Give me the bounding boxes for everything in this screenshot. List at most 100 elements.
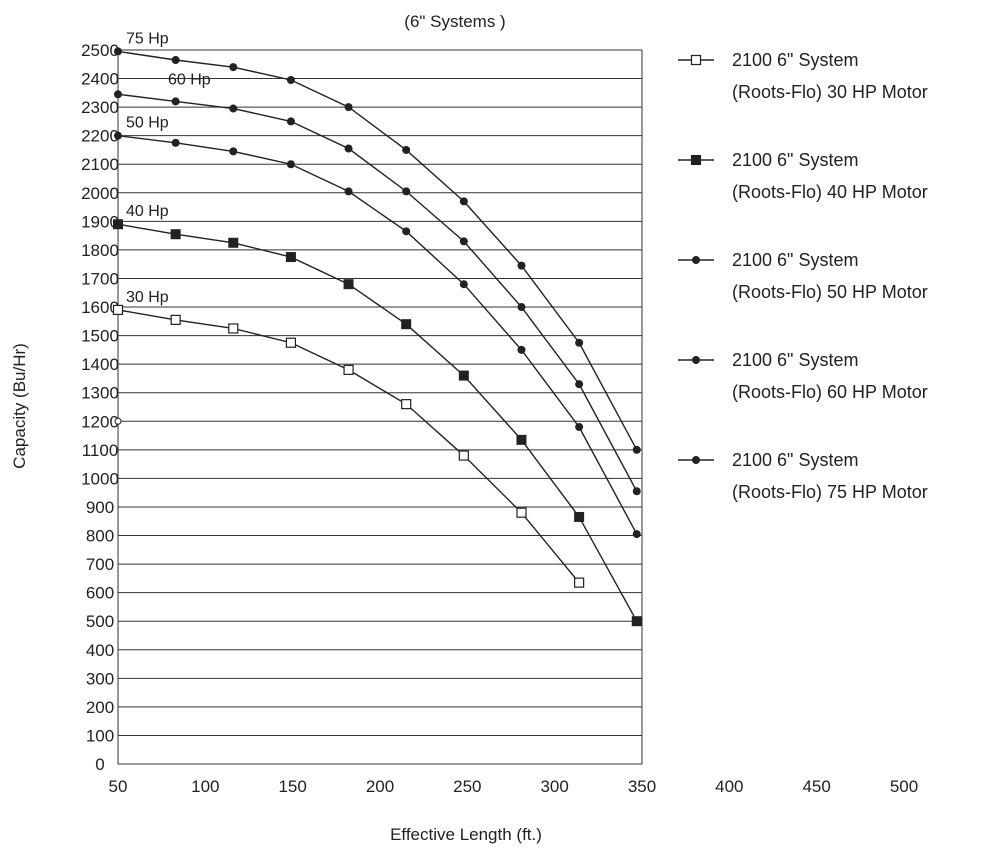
- series-point: [401, 399, 412, 410]
- series-group: 50 Hp: [114, 115, 641, 539]
- y-tick-label: 1000: [81, 469, 119, 488]
- legend-swatch-marker: [691, 155, 701, 165]
- curve-label: 40 Hp: [126, 203, 169, 220]
- series-point: [229, 63, 238, 72]
- y-tick-label: 1800: [81, 241, 119, 260]
- series-point: [228, 323, 239, 334]
- series-point: [632, 445, 641, 454]
- y-tick-label: 2100: [81, 155, 119, 174]
- series-point: [459, 237, 468, 246]
- legend-item: 2100 6" System (Roots-Flo) 30 HP Motor: [678, 50, 928, 102]
- series-point: [171, 55, 180, 64]
- series-point: [402, 187, 411, 196]
- series-point: [575, 380, 584, 389]
- legend-label-line2: (Roots-Flo) 50 HP Motor: [732, 282, 928, 302]
- series-point: [113, 219, 123, 230]
- series-point: [459, 197, 468, 206]
- series-point: [401, 319, 412, 330]
- y-tick-label: 400: [86, 641, 114, 660]
- series-point: [402, 227, 411, 236]
- y-tick-label: 0: [95, 755, 104, 774]
- series-point: [285, 252, 296, 263]
- series-point: [632, 530, 641, 539]
- x-tick-label: 500: [890, 777, 918, 796]
- x-tick-labels: 50 100 150 200 250 300 350 400 450 500: [109, 777, 919, 796]
- legend-item: 2100 6" System (Roots-Flo) 75 HP Motor: [678, 450, 928, 502]
- x-tick-label: 50: [109, 777, 128, 796]
- y-tick-label: 500: [86, 612, 114, 631]
- y-tick-label: 2500: [81, 41, 119, 60]
- x-tick-label: 300: [540, 777, 568, 796]
- y-tick-label: 100: [86, 726, 114, 745]
- x-tick-label: 250: [453, 777, 481, 796]
- y-tick-label: 300: [86, 669, 114, 688]
- series-point: [574, 577, 585, 588]
- grid-lines: [117, 49, 643, 765]
- series-line: [117, 309, 580, 584]
- series-point: [170, 314, 181, 325]
- legend-label-line1: 2100 6" System: [732, 50, 858, 70]
- curve-label: 30 Hp: [126, 289, 169, 306]
- y-tick-label: 800: [86, 527, 114, 546]
- series-point: [458, 370, 469, 381]
- y-axis-title: Capacity (Bu/Hr): [10, 343, 29, 469]
- curve-label: 75 Hp: [126, 30, 169, 47]
- curve-label: 60 Hp: [168, 71, 211, 88]
- series-line: [117, 134, 638, 535]
- series-point: [344, 103, 353, 112]
- series-line: [117, 223, 638, 622]
- series-point: [517, 303, 526, 312]
- y-tick-label: 1600: [81, 298, 119, 317]
- series-point: [228, 237, 239, 248]
- legend-item: 2100 6" System (Roots-Flo) 40 HP Motor: [678, 150, 928, 202]
- series-point: [516, 434, 527, 445]
- series-point: [575, 338, 584, 347]
- y-tick-label: 1300: [81, 384, 119, 403]
- series-point: [343, 364, 354, 375]
- y-tick-label: 600: [86, 584, 114, 603]
- legend-label-line1: 2100 6" System: [732, 150, 858, 170]
- series-lines: 30 Hp 40 Hp 50 Hp 60 Hp 75 Hp: [112, 30, 642, 627]
- legend-label-line2: (Roots-Flo) 30 HP Motor: [732, 82, 928, 102]
- series-point: [517, 261, 526, 270]
- legend-swatch-marker: [692, 456, 700, 464]
- series-point: [171, 138, 180, 147]
- legend-swatch-marker: [692, 356, 700, 364]
- series-point: [517, 345, 526, 354]
- series-point: [114, 47, 122, 56]
- series-point: [575, 422, 584, 431]
- series-point: [285, 337, 297, 348]
- legend-swatch-marker: [692, 256, 700, 264]
- y-tick-label: 2300: [81, 98, 119, 117]
- series-group: 30 Hp: [112, 289, 585, 588]
- series-point: [286, 75, 295, 84]
- series-point: [286, 160, 295, 169]
- series-point: [344, 187, 353, 196]
- series-line: [117, 50, 638, 451]
- y-tick-labels: 0 100 200 300 400 500 600 700 800 900 1000 1100 1200…: [81, 41, 119, 774]
- x-tick-label: 150: [278, 777, 306, 796]
- series-point: [458, 450, 469, 461]
- y-tick-label: 1900: [81, 212, 119, 231]
- y-tick-label: 2200: [81, 127, 119, 146]
- legend-label-line1: 2100 6" System: [732, 450, 858, 470]
- y-tick-label: 2400: [81, 70, 119, 89]
- y-tick-label: 1700: [81, 269, 119, 288]
- series-group: 75 Hp: [114, 30, 641, 454]
- x-axis-title: Effective Length (ft.): [390, 825, 542, 844]
- y-tick-label: 1100: [82, 441, 119, 460]
- series-point: [112, 304, 124, 315]
- series-point: [574, 511, 585, 522]
- legend: 2100 6" System(Roots-Flo) 30 HP Motor210…: [678, 50, 928, 502]
- x-tick-label: 100: [191, 777, 219, 796]
- y-tick-label: 200: [86, 698, 114, 717]
- legend-label-line1: 2100 6" System: [732, 250, 858, 270]
- series-group: 40 Hp: [113, 203, 642, 627]
- series-point: [229, 104, 238, 113]
- series-point: [114, 131, 122, 140]
- series-point: [459, 280, 468, 289]
- series-point: [516, 507, 527, 518]
- series-line: [117, 93, 638, 492]
- series-point: [229, 147, 238, 156]
